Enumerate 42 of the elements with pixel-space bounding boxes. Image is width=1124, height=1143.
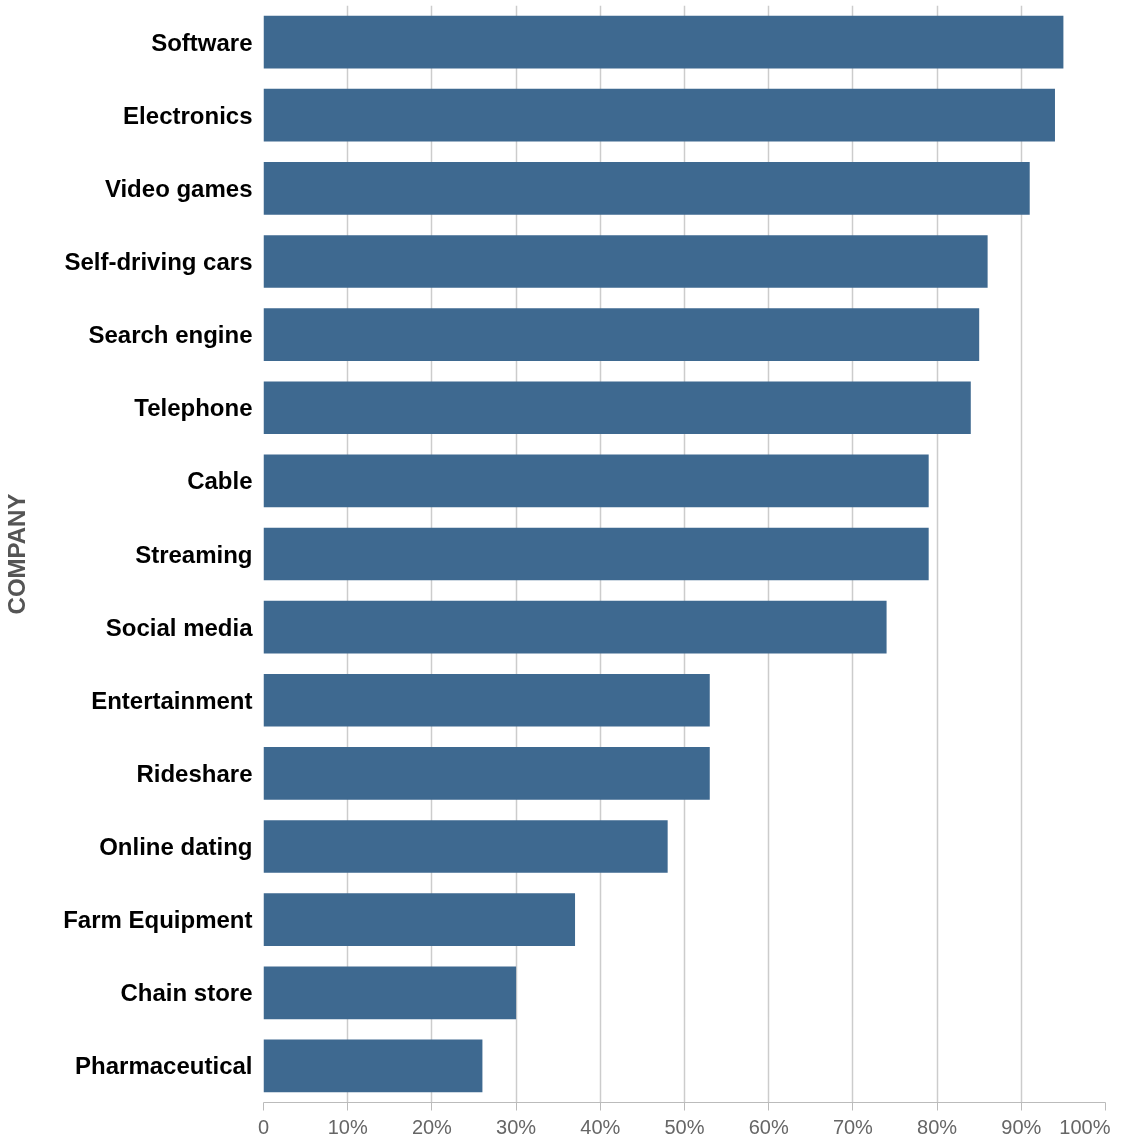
y-tick-label: Telephone [134, 394, 253, 422]
y-tick-label: Farm Equipment [63, 906, 253, 934]
x-tick-label: 100% [1059, 1115, 1111, 1138]
x-tick-label: 80% [917, 1115, 958, 1138]
y-tick-label: Entertainment [91, 686, 253, 714]
x-tick-label: 60% [748, 1115, 789, 1138]
y-tick-label: Electronics [123, 101, 253, 129]
x-tick-label: 0 [257, 1115, 270, 1138]
y-tick-label: Pharmaceutical [75, 1052, 253, 1080]
x-tick-label: 10% [327, 1115, 368, 1138]
y-tick-label: Chain store [120, 979, 253, 1007]
bar [263, 600, 887, 654]
bar [263, 820, 668, 873]
bar [263, 966, 517, 1020]
y-tick-label: Self-driving cars [64, 247, 253, 275]
x-tick-label: 50% [664, 1115, 705, 1138]
bar [263, 747, 710, 800]
y-tick-label: Online dating [99, 833, 253, 861]
y-axis-title: COMPANY [3, 493, 31, 615]
bar [263, 88, 1055, 142]
bar [263, 527, 929, 581]
y-tick-label: Search engine [88, 321, 253, 349]
x-tick-label: 20% [411, 1115, 453, 1138]
y-tick-label: Cable [187, 467, 253, 495]
bar [263, 15, 1064, 69]
y-tick-label: Software [151, 28, 253, 56]
y-tick-label: Social media [105, 613, 254, 641]
x-tick-label: 90% [1001, 1115, 1042, 1138]
bar [263, 673, 710, 727]
bar [263, 454, 929, 508]
y-tick-label: Rideshare [136, 759, 253, 787]
bar [263, 162, 1030, 215]
x-tick-label: 30% [496, 1115, 537, 1138]
x-tick-label: 40% [580, 1115, 621, 1138]
bar [263, 381, 971, 435]
bar [263, 893, 576, 946]
x-tick-label: 70% [832, 1115, 874, 1138]
y-tick-label: Streaming [135, 540, 253, 568]
bar [263, 235, 988, 288]
bar [263, 308, 980, 361]
bar [263, 1039, 483, 1093]
y-tick-label: Video games [104, 174, 253, 202]
